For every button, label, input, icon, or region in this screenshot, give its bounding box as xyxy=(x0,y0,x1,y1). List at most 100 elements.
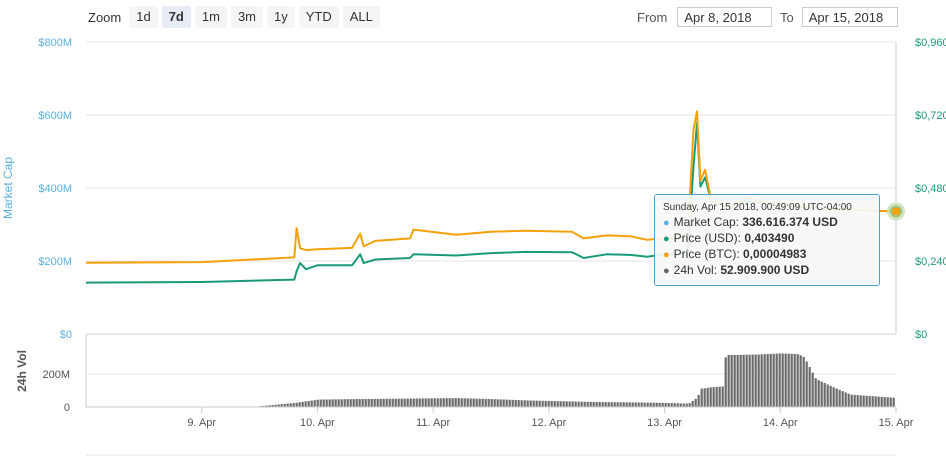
to-label: To xyxy=(780,9,794,25)
volume-bar xyxy=(448,398,451,407)
tooltip-value: 336.616.374 USD xyxy=(742,215,838,229)
volume-bar xyxy=(475,398,478,407)
volume-bar xyxy=(415,398,418,407)
volume-bar xyxy=(334,399,337,407)
volume-bar xyxy=(292,403,295,407)
volume-bar xyxy=(391,398,394,407)
tooltip-label: 24h Vol: xyxy=(673,263,718,277)
left-tick-label: $800M xyxy=(38,37,72,49)
volume-bar xyxy=(775,353,778,407)
price-btc-dot-icon: ● xyxy=(663,249,670,261)
volume-bar xyxy=(829,385,832,407)
volume-bar xyxy=(508,399,511,407)
zoom-1y-button[interactable]: 1y xyxy=(267,6,295,28)
volume-bar xyxy=(421,398,424,407)
volume-bar xyxy=(715,386,718,407)
volume-bar xyxy=(847,393,850,407)
x-tick-label: 13. Apr xyxy=(647,417,682,429)
volume-bar xyxy=(487,398,490,407)
volume-bar xyxy=(541,400,544,407)
volume-bar xyxy=(271,405,274,407)
volume-bar xyxy=(442,398,445,407)
volume-bar xyxy=(463,398,466,407)
volume-bar xyxy=(601,402,604,407)
volume-bar xyxy=(517,400,520,407)
volume-bar xyxy=(523,400,526,407)
volume-bar xyxy=(295,402,298,407)
volume-bar xyxy=(790,353,793,407)
volume-bar xyxy=(814,378,817,407)
tooltip-value: 0,00004983 xyxy=(743,247,807,261)
volume-bar xyxy=(322,399,325,407)
to-date-input[interactable] xyxy=(801,7,898,27)
tooltip-row-24h-vol: ● 24h Vol: 52.909.900 USD xyxy=(663,263,871,279)
chart-tooltip: Sunday, Apr 15 2018, 00:49:09 UTC-04:00 … xyxy=(654,194,880,286)
volume-bar xyxy=(373,398,376,407)
volume-bar xyxy=(538,400,541,407)
x-tick-label: 14. Apr xyxy=(763,417,798,429)
left-axis-title: Market Cap xyxy=(1,157,15,219)
volume-bar xyxy=(655,402,658,407)
volume-bar xyxy=(739,354,742,407)
volume-bar xyxy=(607,402,610,407)
zoom-1d-button[interactable]: 1d xyxy=(129,6,158,28)
volume-bar xyxy=(604,402,607,407)
volume-bar xyxy=(613,402,616,407)
volume-bar xyxy=(532,400,535,407)
volume-bar xyxy=(877,396,880,407)
volume-bar xyxy=(763,354,766,407)
volume-bar xyxy=(307,400,310,407)
date-range-from: From xyxy=(637,6,773,28)
volume-bar xyxy=(868,395,871,407)
volume-bar xyxy=(439,398,442,407)
volume-bar xyxy=(265,405,268,407)
volume-dot-icon: ● xyxy=(663,265,670,277)
volume-bar xyxy=(526,400,529,407)
volume-bar xyxy=(364,398,367,407)
volume-bar xyxy=(346,399,349,407)
volume-bar xyxy=(592,401,595,407)
zoom-3m-button[interactable]: 3m xyxy=(230,6,263,28)
volume-bar xyxy=(310,400,313,407)
price-usd-dot-icon: ● xyxy=(663,233,670,245)
volume-bar xyxy=(757,354,760,407)
volume-bar xyxy=(280,404,283,407)
volume-bar xyxy=(445,398,448,407)
volume-bar xyxy=(832,387,835,407)
volume-bar xyxy=(646,402,649,407)
volume-bar xyxy=(385,398,388,407)
volume-bar xyxy=(262,405,265,407)
tooltip-label: Price (USD): xyxy=(673,231,741,245)
volume-bar xyxy=(358,399,361,407)
volume-bar xyxy=(514,399,517,407)
volume-bar xyxy=(433,398,436,407)
right-tick-label: $0 xyxy=(915,329,927,341)
volume-bar xyxy=(688,403,691,407)
volume-bar xyxy=(781,353,784,407)
volume-bar xyxy=(319,399,322,407)
volume-bar xyxy=(472,398,475,407)
volume-bar xyxy=(511,399,514,407)
volume-bar xyxy=(862,395,865,407)
volume-bar xyxy=(706,387,709,407)
volume-bar xyxy=(787,353,790,407)
volume-bar xyxy=(886,397,889,407)
zoom-1m-button[interactable]: 1m xyxy=(194,6,227,28)
volume-bar xyxy=(850,394,853,407)
volume-bar xyxy=(430,398,433,407)
from-date-input[interactable] xyxy=(677,7,773,27)
volume-bar xyxy=(394,398,397,407)
volume-bar xyxy=(793,354,796,407)
zoom-7d-button[interactable]: 7d xyxy=(161,6,191,28)
hover-point xyxy=(892,207,900,215)
zoom-ytd-button[interactable]: YTD xyxy=(298,6,339,28)
x-tick-label: 15. Apr xyxy=(879,417,914,429)
volume-bar xyxy=(820,381,823,407)
volume-bar xyxy=(283,403,286,407)
volume-bar xyxy=(865,395,868,407)
volume-bar xyxy=(856,395,859,407)
zoom-all-button[interactable]: ALL xyxy=(342,6,380,28)
volume-bar xyxy=(628,402,631,407)
volume-bar xyxy=(550,400,553,407)
volume-bar xyxy=(805,361,808,407)
